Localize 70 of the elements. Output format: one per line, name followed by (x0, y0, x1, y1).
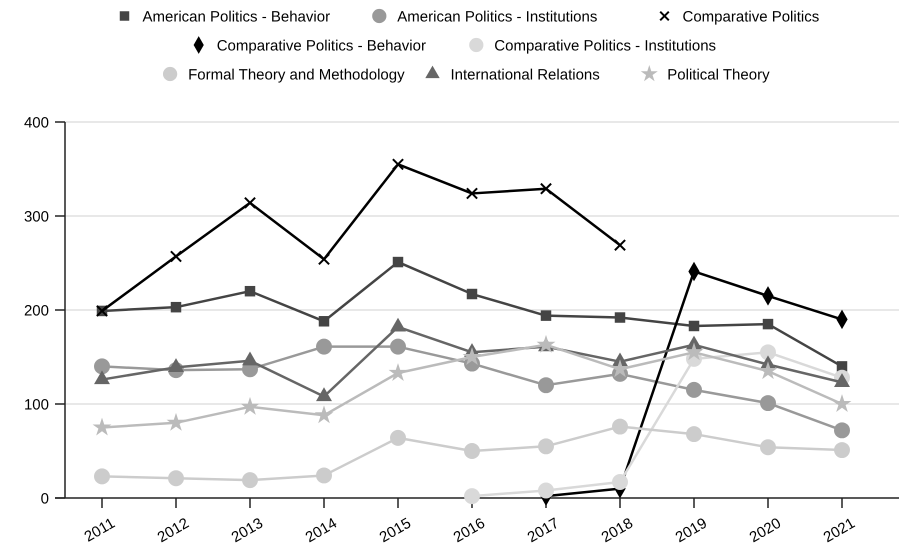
point (540, 182, 552, 195)
point (760, 344, 776, 360)
point (614, 312, 626, 323)
point (760, 395, 776, 412)
y-tick-label: 200 (24, 302, 49, 320)
y-tick-label: 100 (24, 396, 49, 414)
point (392, 158, 404, 170)
point (464, 443, 480, 459)
point (244, 286, 256, 296)
x-tick-label: 2020 (746, 514, 784, 546)
point (314, 405, 334, 424)
x-tick-label: 2012 (154, 514, 192, 546)
x-tick-label: 2017 (524, 514, 562, 546)
x-tick-label: 2013 (228, 514, 266, 546)
point (762, 318, 774, 330)
legend-label: Comparative Politics - Institutions (494, 37, 716, 54)
point (388, 363, 408, 381)
legend-label: American Politics - Institutions (397, 8, 598, 26)
point (466, 288, 478, 300)
point (612, 474, 628, 490)
point (316, 338, 332, 355)
point (462, 347, 482, 366)
point (240, 396, 260, 415)
point (318, 316, 330, 327)
point (242, 472, 258, 488)
point (538, 377, 554, 394)
point (464, 488, 480, 504)
legend-label: International Relations (450, 66, 600, 84)
legend-label: Formal Theory and Methodology (188, 66, 406, 84)
point (316, 467, 332, 484)
point (94, 468, 110, 484)
y-tick-label: 400 (24, 114, 49, 132)
x-tick-label: 2015 (376, 514, 414, 546)
point (538, 482, 554, 498)
point (686, 382, 702, 398)
point (170, 302, 182, 312)
y-tick-label: 300 (24, 208, 49, 226)
point (688, 320, 700, 332)
point (92, 418, 112, 436)
point (94, 358, 110, 374)
point (166, 412, 186, 431)
point (168, 470, 184, 486)
point (684, 342, 704, 360)
point (244, 196, 256, 209)
point (834, 422, 850, 438)
point (466, 187, 478, 200)
point (538, 438, 554, 454)
x-tick-label: 2021 (820, 514, 858, 546)
point (834, 442, 850, 458)
legend-label: Comparative Politics (682, 8, 820, 26)
legend-label: Political Theory (667, 66, 770, 84)
point (760, 439, 776, 456)
point (170, 250, 182, 263)
point (318, 253, 330, 266)
x-tick-label: 2014 (302, 514, 340, 546)
point (540, 310, 552, 321)
y-tick-label: 0 (40, 490, 49, 508)
x-tick-label: 2018 (598, 514, 636, 546)
x-tick-label: 2019 (672, 514, 710, 546)
legend-label: Comparative Politics - Behavior (216, 37, 426, 54)
point (686, 426, 702, 442)
x-tick-label: 2011 (82, 514, 118, 546)
point (392, 256, 404, 268)
point (832, 394, 852, 412)
point (614, 239, 626, 252)
point (390, 338, 406, 355)
point (612, 418, 628, 435)
point (390, 430, 406, 446)
x-tick-label: 2016 (450, 514, 488, 546)
legend-label: American Politics - Behavior (142, 8, 330, 26)
